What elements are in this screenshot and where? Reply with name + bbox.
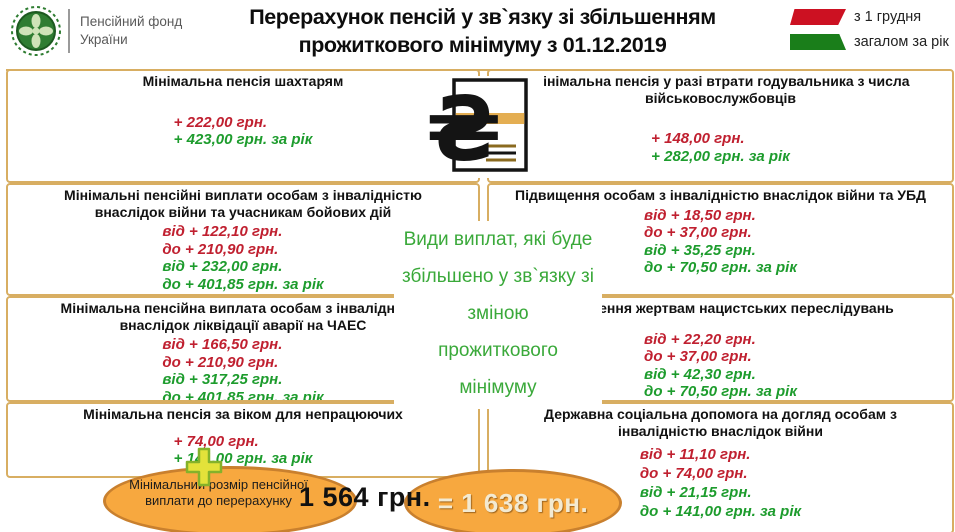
value-per-year-max: до + 70,50 грн. за рік [644, 259, 797, 276]
values-group: від + 18,50 грн. до + 37,00 грн. від + 3… [644, 207, 797, 277]
legend-item-year: загалом за рік [790, 32, 955, 52]
org-name: Пенсійний фонд України [80, 13, 182, 49]
value-per-year-min: від + 35,25 грн. [644, 241, 756, 259]
header-divider [68, 9, 70, 53]
box-title: Мінімальна пенсія шахтарям [142, 73, 344, 89]
values-group: від + 11,10 грн. до + 74,00 грн. від + 2… [640, 445, 801, 521]
page-title: Перерахунок пенсій у зв`язку зі збільшен… [170, 3, 795, 59]
center-statement-line: мінімуму [459, 377, 537, 398]
value-from-december-max: до + 210,90 грн. [162, 240, 279, 258]
center-statement-line: прожиткового [438, 340, 558, 361]
value-per-year-min: від + 42,30 грн. [644, 365, 756, 383]
value-from-december-max: до + 210,90 грн. [162, 353, 279, 371]
value-from-december-min: від + 18,50 грн. [644, 206, 756, 224]
legend-label: з 1 грудня [854, 9, 922, 25]
center-statement-line: зміною [467, 303, 529, 324]
box-title: Державна соціальна допомога на догляд ос… [544, 406, 897, 439]
value-from-december-min: від + 22,20 грн. [644, 330, 756, 348]
value-per-year-min: від + 317,25 грн. [162, 371, 283, 388]
benefit-box-war-disability-payments: Мінімальні пенсійні виплати особам з інв… [6, 183, 480, 296]
value-from-december-max: до + 37,00 грн. [644, 224, 752, 241]
oval-before-recalculation: Мінімальний розмір пенсійної виплати до … [103, 466, 357, 532]
values-group: + 222,00 грн. + 423,00 грн. за рік [174, 114, 313, 149]
values-group: від + 122,10 грн. до + 210,90 грн. від +… [162, 223, 323, 293]
org-name-line2: України [80, 32, 128, 47]
values-group: + 148,00 грн. + 282,00 грн. за рік [651, 130, 790, 165]
box-title: Підвищення жертвам нацистських пересліду… [547, 300, 894, 316]
value-from-december-min: від + 11,10 грн. [639, 446, 751, 463]
center-statement-line: збільшено у зв`язку зі [402, 266, 594, 287]
box-title: Мінімальна пенсійна виплата особам з інв… [60, 300, 426, 333]
box-title: Мінімальні пенсійні виплати особам з інв… [64, 187, 422, 220]
benefit-box-military-survivor-pension: Мінімальна пенсія у разі втрати годуваль… [487, 69, 954, 183]
page-title-line2: прожиткового мінімуму з 01.12.2019 [298, 33, 667, 57]
benefit-box-care-allowance: Державна соціальна допомога на догляд ос… [487, 402, 954, 532]
value-from-december: + 74,00 грн. [173, 432, 259, 450]
values-group: від + 166,50 грн. до + 210,90 грн. від +… [162, 336, 324, 402]
box-title: Підвищення особам з інвалідністю внаслід… [515, 187, 926, 203]
legend-red-swatch-icon [790, 9, 846, 25]
page-title-line1: Перерахунок пенсій у зв`язку зі збільшен… [249, 5, 716, 29]
plus-icon [185, 447, 223, 487]
value-from-december-max: до + 74,00 грн. [639, 465, 748, 482]
legend-label: загалом за рік [854, 34, 949, 50]
org-name-line1: Пенсійний фонд [80, 14, 183, 29]
benefit-box-miners-pension: Мінімальна пенсія шахтарям + 222,00 грн.… [6, 69, 480, 183]
legend: з 1 грудня загалом за рік [790, 7, 955, 57]
value-per-year-min: від + 232,00 грн. [162, 258, 283, 275]
amount-after-recalculation: = 1 638 грн. [437, 487, 589, 518]
value-per-year-max: до + 401,85 грн. за рік [162, 275, 324, 293]
value-from-december: + 222,00 грн. [173, 113, 268, 131]
oval-before-label: Мінімальний розмір пенсійної виплати до … [129, 477, 308, 508]
value-per-year: + 423,00 грн. за рік [173, 131, 313, 148]
svg-text:₴: ₴ [426, 78, 502, 178]
value-per-year: + 282,00 грн. за рік [651, 147, 790, 165]
value-from-december-min: від + 122,10 грн. [162, 223, 283, 240]
box-title: Мінімальна пенсія у разі втрати годуваль… [531, 73, 910, 106]
value-from-december: + 148,00 грн. [651, 130, 745, 147]
value-per-year-min: від + 21,15 грн. [639, 484, 752, 501]
value-from-december-max: до + 37,00 грн. [644, 348, 752, 365]
oval-after-recalculation: = 1 638 грн. [404, 469, 622, 532]
value-from-december-min: від + 166,50 грн. [162, 336, 283, 353]
amount-before-recalculation: 1 564 грн. [299, 482, 431, 512]
legend-green-swatch-icon [790, 34, 846, 50]
center-statement: Види виплат, які буде збільшено у зв`язк… [394, 221, 602, 409]
legend-item-december: з 1 грудня [790, 7, 955, 27]
value-per-year-max: до + 70,50 грн. за рік [644, 383, 797, 400]
box-title: Мінімальна пенсія за віком для непрацююч… [83, 406, 403, 422]
pension-fund-logo-icon [11, 6, 61, 56]
center-statement-line: Види виплат, які буде [403, 229, 593, 250]
values-group: від + 22,20 грн. до + 37,00 грн. від + 4… [644, 331, 797, 401]
hryvnia-document-icon: ₴ [424, 76, 544, 178]
value-per-year-max: до + 401,85 грн. за рік [162, 388, 324, 402]
value-per-year-max: до + 141,00 грн. за рік [639, 503, 802, 520]
